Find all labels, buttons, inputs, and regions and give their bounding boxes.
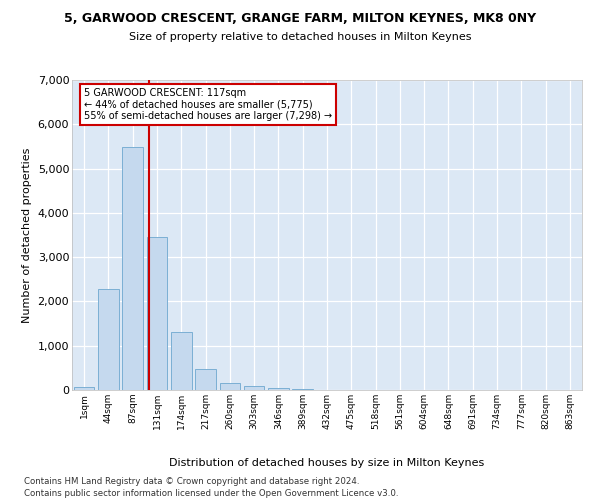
Bar — [122, 148, 143, 390]
Bar — [220, 383, 240, 390]
Text: Contains HM Land Registry data © Crown copyright and database right 2024.: Contains HM Land Registry data © Crown c… — [24, 478, 359, 486]
Bar — [74, 386, 94, 390]
Text: 5, GARWOOD CRESCENT, GRANGE FARM, MILTON KEYNES, MK8 0NY: 5, GARWOOD CRESCENT, GRANGE FARM, MILTON… — [64, 12, 536, 26]
Bar — [98, 289, 119, 390]
Bar — [292, 388, 313, 390]
Bar — [146, 237, 167, 390]
Text: Size of property relative to detached houses in Milton Keynes: Size of property relative to detached ho… — [129, 32, 471, 42]
Text: Contains public sector information licensed under the Open Government Licence v3: Contains public sector information licen… — [24, 489, 398, 498]
Bar — [171, 332, 191, 390]
Bar — [195, 369, 216, 390]
Text: Distribution of detached houses by size in Milton Keynes: Distribution of detached houses by size … — [169, 458, 485, 468]
Y-axis label: Number of detached properties: Number of detached properties — [22, 148, 32, 322]
Bar — [244, 386, 265, 390]
Bar — [268, 388, 289, 390]
Text: 5 GARWOOD CRESCENT: 117sqm
← 44% of detached houses are smaller (5,775)
55% of s: 5 GARWOOD CRESCENT: 117sqm ← 44% of deta… — [84, 88, 332, 121]
